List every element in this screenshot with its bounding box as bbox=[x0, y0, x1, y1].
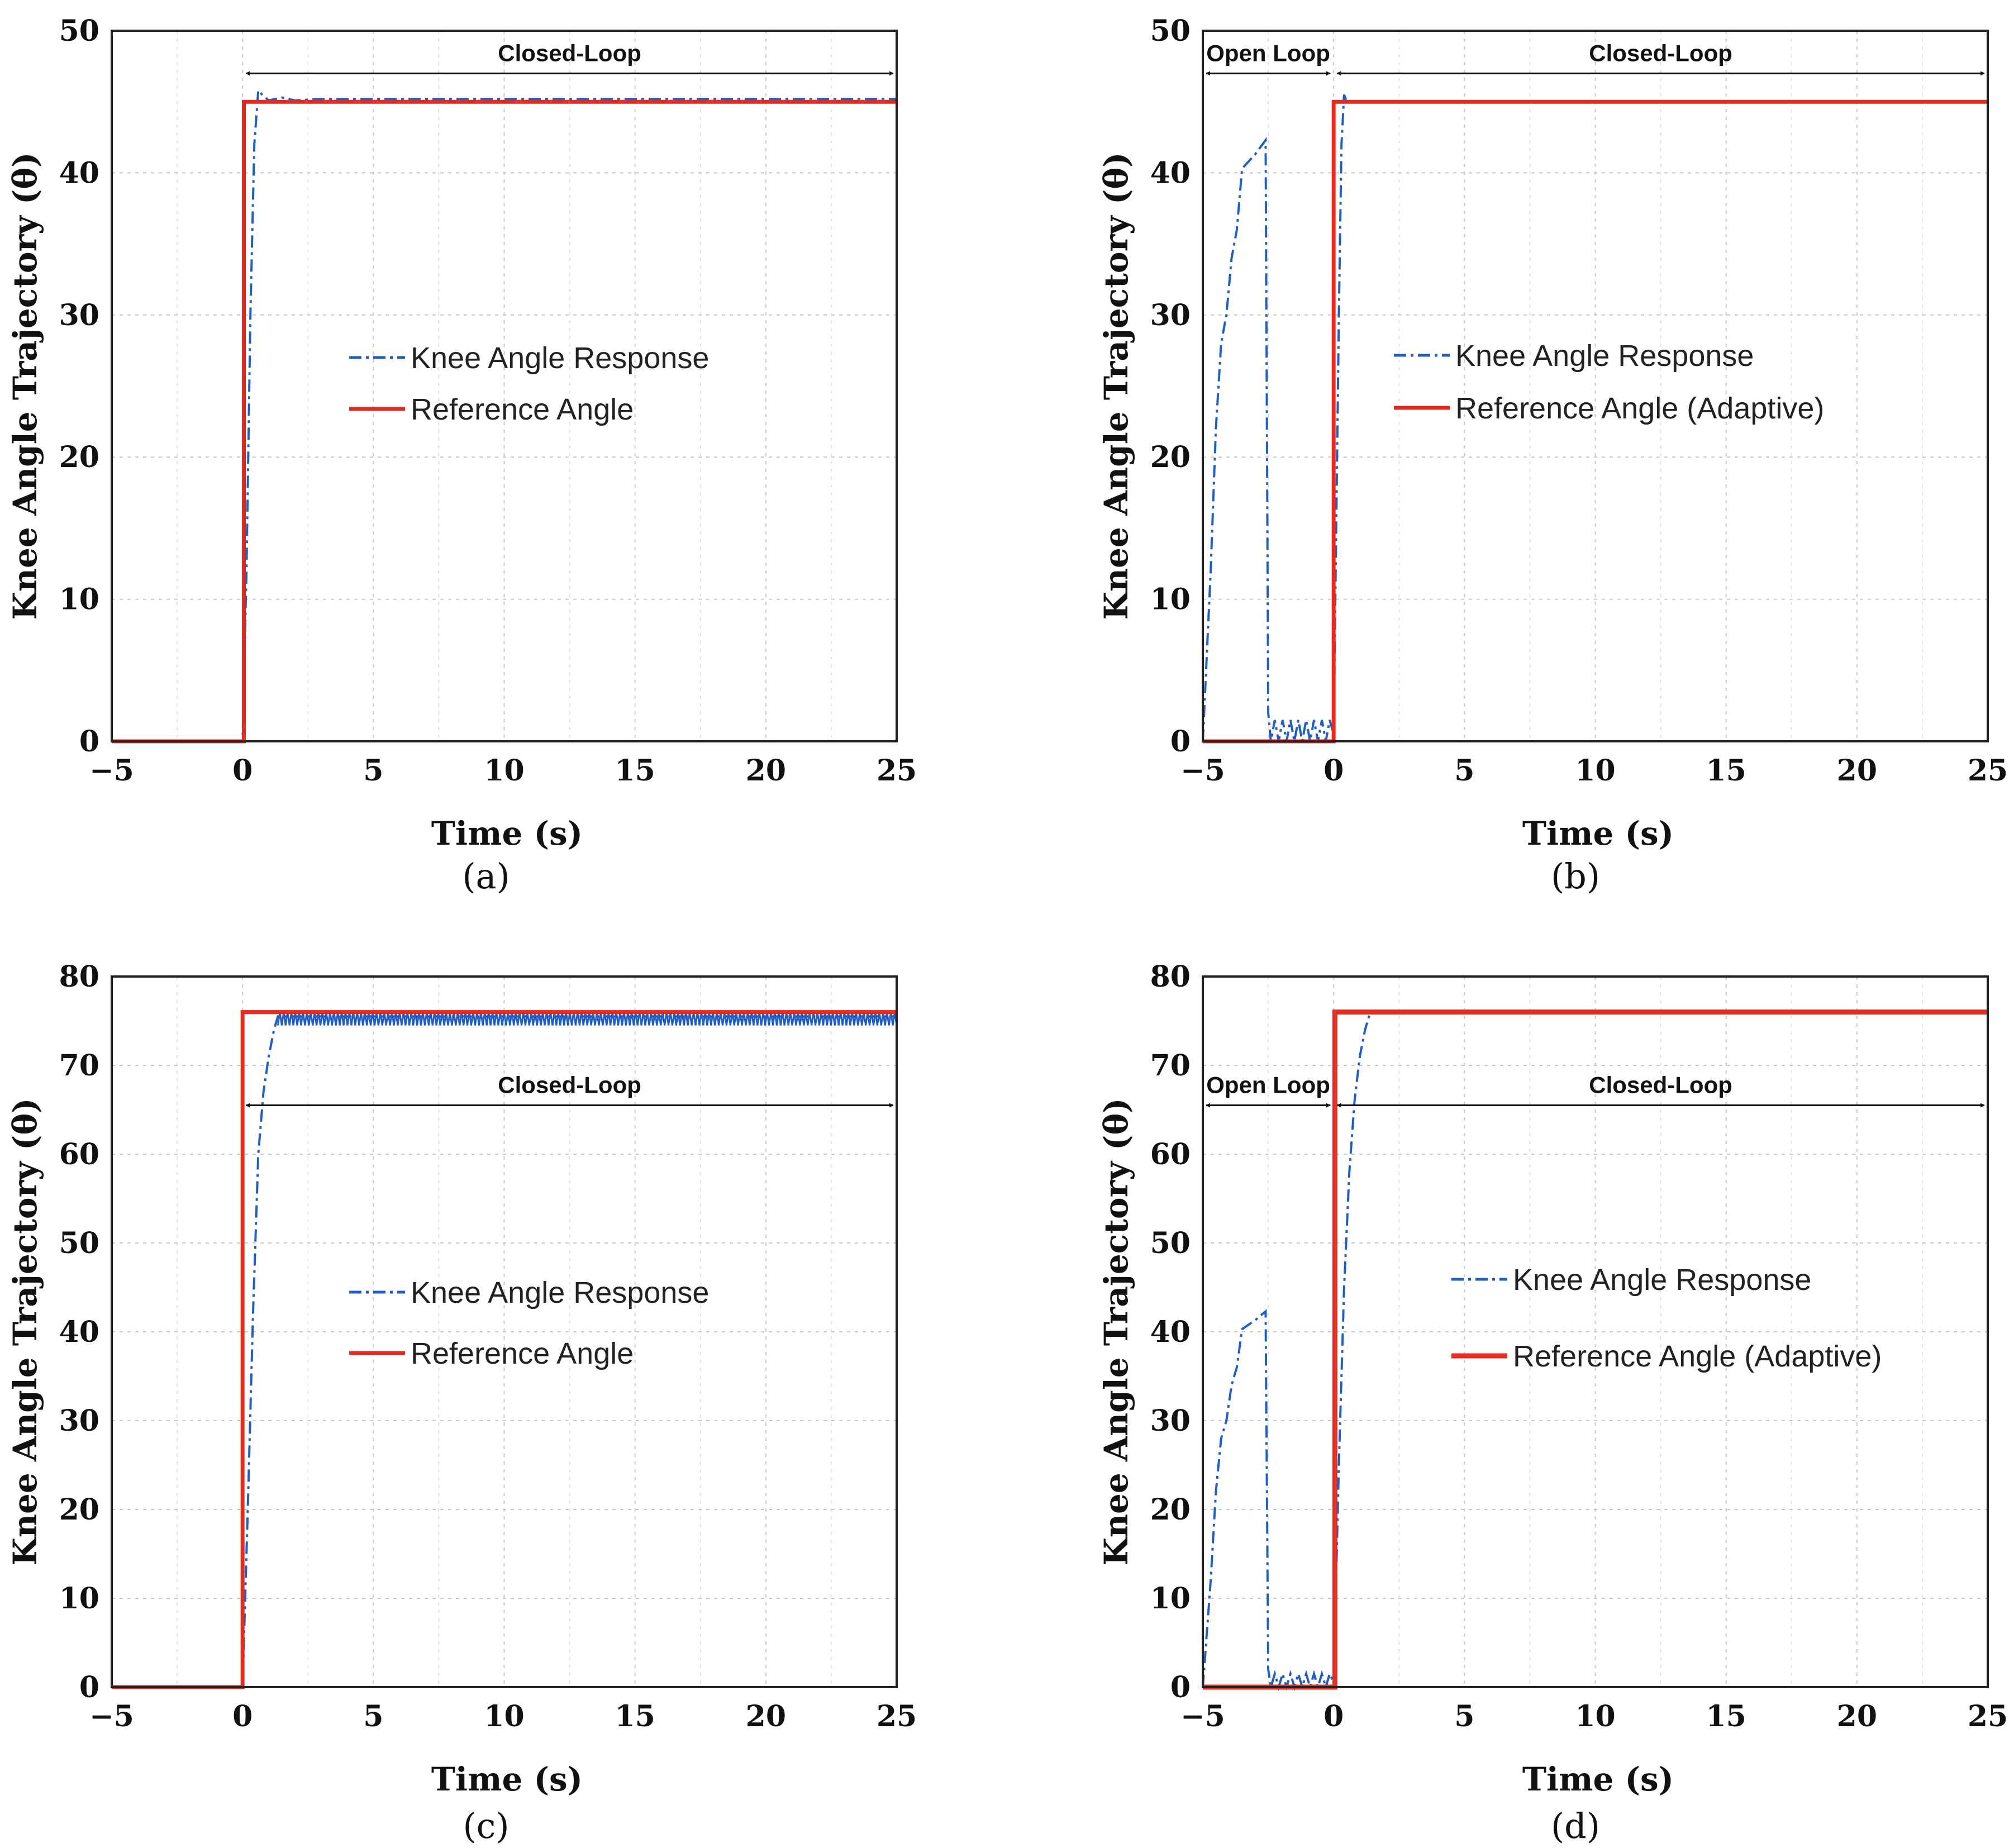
panel-caption: (b) bbox=[1551, 856, 1600, 897]
legend-label-response: Knee Angle Response bbox=[1513, 1263, 1811, 1297]
y-tick-label: 40 bbox=[59, 156, 99, 190]
plot-frame bbox=[111, 30, 898, 742]
legend-label-reference: Reference Angle (Adaptive) bbox=[1455, 392, 1824, 425]
knee-angle-response-line bbox=[1202, 1011, 1988, 1692]
y-tick-label: 0 bbox=[1170, 725, 1191, 759]
x-tick-label: 20 bbox=[1837, 754, 1877, 788]
y-tick-label: 0 bbox=[79, 725, 99, 759]
x-tick-label: 25 bbox=[1968, 1699, 2008, 1733]
legend-label-reference: Reference Angle (Adaptive) bbox=[1513, 1340, 1882, 1373]
x-tick-label: 15 bbox=[615, 1699, 655, 1733]
y-axis-label: Knee Angle Trajectory (θ) bbox=[1097, 152, 1135, 620]
y-tick-label: 30 bbox=[59, 298, 99, 332]
y-tick-label: 20 bbox=[1150, 1493, 1191, 1527]
legend-label-response: Knee Angle Response bbox=[411, 341, 709, 375]
y-tick-label: 40 bbox=[59, 1315, 99, 1349]
x-axis-label: Time (s) bbox=[431, 815, 583, 852]
x-tick-label: −5 bbox=[1180, 754, 1225, 788]
x-tick-label: 15 bbox=[1706, 1699, 1746, 1733]
y-tick-label: 10 bbox=[59, 583, 99, 617]
x-tick-label: 15 bbox=[615, 754, 655, 788]
y-tick-label: 20 bbox=[59, 440, 99, 474]
y-tick-label: 30 bbox=[1150, 298, 1191, 332]
y-tick-label: 80 bbox=[59, 960, 99, 994]
y-tick-label: 50 bbox=[1150, 14, 1191, 48]
y-tick-label: 50 bbox=[59, 1226, 99, 1260]
region-label: Closed-Loop bbox=[1589, 1072, 1732, 1098]
x-tick-label: 5 bbox=[1454, 1699, 1474, 1733]
x-tick-label: 0 bbox=[1323, 754, 1344, 788]
y-tick-label: 20 bbox=[59, 1493, 99, 1527]
y-tick-label: 60 bbox=[1150, 1137, 1191, 1171]
y-tick-label: 60 bbox=[59, 1137, 99, 1171]
y-tick-label: 10 bbox=[1150, 583, 1191, 617]
x-tick-label: 5 bbox=[1454, 754, 1474, 788]
y-tick-label: 50 bbox=[59, 14, 99, 48]
legend-label-response: Knee Angle Response bbox=[411, 1276, 709, 1309]
x-axis-label: Time (s) bbox=[1522, 815, 1674, 852]
plot-frame bbox=[1202, 30, 1989, 742]
knee-angle-response-line bbox=[112, 88, 897, 742]
y-tick-label: 10 bbox=[59, 1582, 99, 1616]
y-tick-label: 0 bbox=[1170, 1670, 1191, 1704]
panel-caption: (a) bbox=[462, 856, 510, 897]
x-tick-label: 20 bbox=[746, 1699, 786, 1733]
x-tick-label: 25 bbox=[1968, 754, 2008, 788]
region-label: Closed-Loop bbox=[1589, 40, 1732, 66]
region-label: Open Loop bbox=[1206, 1072, 1330, 1098]
x-tick-label: −5 bbox=[89, 754, 134, 788]
y-tick-label: 70 bbox=[1150, 1049, 1191, 1083]
x-tick-label: −5 bbox=[1180, 1699, 1225, 1733]
panel-caption: (c) bbox=[463, 1806, 509, 1846]
knee-angle-response-line bbox=[1202, 94, 1988, 742]
y-tick-label: 50 bbox=[1150, 1226, 1191, 1260]
legend-label-response: Knee Angle Response bbox=[1455, 339, 1754, 373]
x-tick-label: 10 bbox=[1575, 1699, 1615, 1733]
y-tick-label: 10 bbox=[1150, 1582, 1191, 1616]
y-tick-label: 20 bbox=[1150, 440, 1191, 474]
y-axis-label: Knee Angle Trajectory (θ) bbox=[1097, 1098, 1135, 1565]
x-tick-label: 10 bbox=[484, 1699, 524, 1733]
y-axis-label: Knee Angle Trajectory (θ) bbox=[6, 152, 44, 620]
x-tick-label: 20 bbox=[746, 754, 786, 788]
x-tick-label: 20 bbox=[1837, 1699, 1877, 1733]
region-label: Open Loop bbox=[1206, 40, 1330, 66]
x-tick-label: 5 bbox=[363, 1699, 383, 1733]
x-tick-label: 0 bbox=[232, 1699, 253, 1733]
y-tick-label: 0 bbox=[79, 1670, 99, 1704]
x-tick-label: 15 bbox=[1706, 754, 1746, 788]
y-tick-label: 30 bbox=[59, 1404, 99, 1438]
x-tick-label: 5 bbox=[363, 754, 383, 788]
response-oscillation-band bbox=[277, 1012, 898, 1026]
x-tick-label: 0 bbox=[1323, 1699, 1344, 1733]
x-axis-label: Time (s) bbox=[431, 1760, 583, 1798]
knee-angle-response-line bbox=[112, 1015, 897, 1688]
x-tick-label: 0 bbox=[232, 754, 253, 788]
region-label: Closed-Loop bbox=[498, 1072, 641, 1098]
legend-label-reference: Reference Angle bbox=[411, 1337, 634, 1370]
y-tick-label: 70 bbox=[59, 1049, 99, 1083]
x-tick-label: 10 bbox=[1575, 754, 1615, 788]
plot-frame bbox=[111, 975, 898, 1688]
x-tick-label: −5 bbox=[89, 1699, 134, 1733]
x-tick-label: 25 bbox=[877, 1699, 917, 1733]
y-tick-label: 80 bbox=[1150, 960, 1191, 994]
x-tick-label: 25 bbox=[877, 754, 917, 788]
plot-frame bbox=[1202, 975, 1989, 1688]
panel-caption: (d) bbox=[1551, 1806, 1600, 1846]
x-tick-label: 10 bbox=[484, 754, 524, 788]
y-tick-label: 40 bbox=[1150, 156, 1191, 190]
region-label: Closed-Loop bbox=[498, 40, 641, 66]
y-axis-label: Knee Angle Trajectory (θ) bbox=[6, 1098, 44, 1565]
x-axis-label: Time (s) bbox=[1522, 1760, 1674, 1798]
y-tick-label: 40 bbox=[1150, 1315, 1191, 1349]
legend-label-reference: Reference Angle bbox=[411, 393, 634, 426]
y-tick-label: 30 bbox=[1150, 1404, 1191, 1438]
